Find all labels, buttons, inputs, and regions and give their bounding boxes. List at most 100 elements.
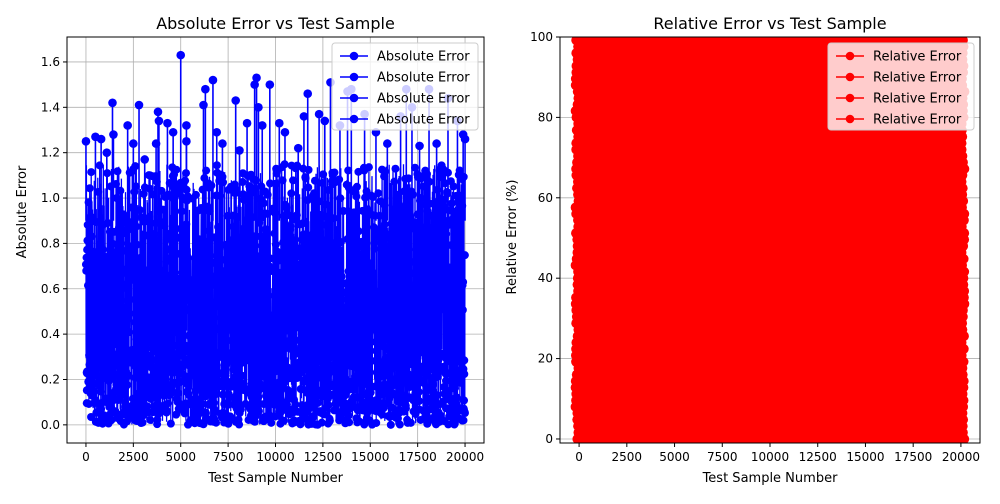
data-point (325, 321, 334, 330)
data-point (215, 382, 224, 391)
data-point (313, 399, 322, 408)
data-point (358, 302, 367, 311)
data-point (134, 278, 143, 287)
peak-point (231, 96, 240, 105)
peak-point (383, 139, 392, 148)
data-point (297, 310, 306, 319)
data-point (295, 416, 304, 425)
data-point (408, 334, 417, 343)
data-point (299, 230, 308, 239)
data-point (302, 408, 311, 417)
data-point (242, 355, 251, 364)
data-point (197, 365, 206, 374)
data-point (955, 433, 966, 443)
data-point (458, 405, 467, 414)
data-point (195, 399, 204, 408)
data-point (387, 282, 396, 291)
data-point (252, 232, 261, 241)
peak-point (201, 84, 210, 94)
data-point (105, 410, 114, 419)
data-point (320, 363, 329, 372)
data-point (451, 301, 460, 310)
data-point (325, 417, 334, 426)
absolute-error-chart: Absolute Error vs Test Sample Test Sampl… (15, 14, 485, 486)
data-point (451, 262, 460, 271)
axis-ticks: 0 2500 5000 7500 10000 12500 15000 17500 20000 0.… (41, 55, 484, 464)
data-point (347, 397, 356, 406)
peak-point (303, 89, 313, 99)
peak-point (320, 116, 330, 126)
data-point (384, 345, 393, 354)
data-point (270, 209, 279, 218)
peak-point (274, 118, 284, 128)
data-point (117, 296, 126, 305)
data-point (158, 406, 167, 415)
data-point (330, 214, 339, 223)
data-point (309, 289, 318, 298)
data-point (290, 395, 299, 404)
data-point (85, 351, 94, 360)
data-point (116, 186, 125, 195)
data-point (205, 226, 214, 235)
data-point (222, 327, 231, 336)
peak-point (242, 118, 252, 128)
data-point (148, 408, 157, 417)
data-point (171, 268, 180, 277)
data-point (292, 275, 301, 284)
data-point (305, 321, 314, 330)
data-point (268, 267, 277, 276)
data-point (410, 345, 419, 354)
data-point (418, 243, 427, 252)
data-point (397, 355, 406, 364)
y-tick-label: 0.8 (41, 236, 60, 250)
data-point (390, 177, 399, 186)
data-point (398, 275, 407, 284)
data-point (92, 353, 101, 362)
data-point (99, 278, 108, 287)
data-point (431, 267, 440, 276)
data-point (375, 211, 384, 220)
data-point (210, 258, 219, 267)
legend-label: Absolute Error (377, 92, 470, 107)
data-point (83, 369, 92, 378)
data-point (418, 362, 427, 371)
data-point (241, 399, 250, 408)
data-point (387, 403, 396, 412)
data-point (169, 259, 178, 268)
data-point (380, 201, 389, 210)
legend-marker (349, 114, 359, 124)
data-point (224, 306, 233, 315)
data-point (369, 325, 378, 334)
data-point (321, 403, 330, 412)
y-tick-label: 0 (545, 432, 553, 446)
data-point (419, 287, 428, 296)
data-point (114, 395, 123, 404)
data-point (232, 245, 241, 254)
data-point (341, 416, 350, 425)
data-point (162, 235, 171, 244)
data-point (416, 348, 425, 357)
y-axis-label: Relative Error (%) (505, 180, 520, 295)
data-point (116, 343, 125, 352)
data-point (373, 397, 382, 406)
data-point (399, 313, 408, 322)
data-point (158, 205, 167, 214)
data-point (337, 272, 346, 281)
data-point (108, 364, 117, 373)
data-point (337, 410, 346, 419)
y-tick-label: 100 (530, 30, 553, 44)
chart-title: Relative Error vs Test Sample (653, 14, 886, 33)
y-tick-label: 0.0 (41, 418, 60, 432)
legend-label: Absolute Error (377, 113, 470, 128)
data-point (266, 321, 275, 330)
data-point (151, 219, 160, 228)
data-point (457, 364, 466, 373)
data-point (214, 302, 223, 311)
peak-point (123, 121, 132, 130)
data-point (85, 238, 94, 247)
data-point (385, 295, 394, 304)
data-point (427, 232, 436, 241)
data-point (386, 391, 395, 400)
data-point (354, 227, 363, 236)
